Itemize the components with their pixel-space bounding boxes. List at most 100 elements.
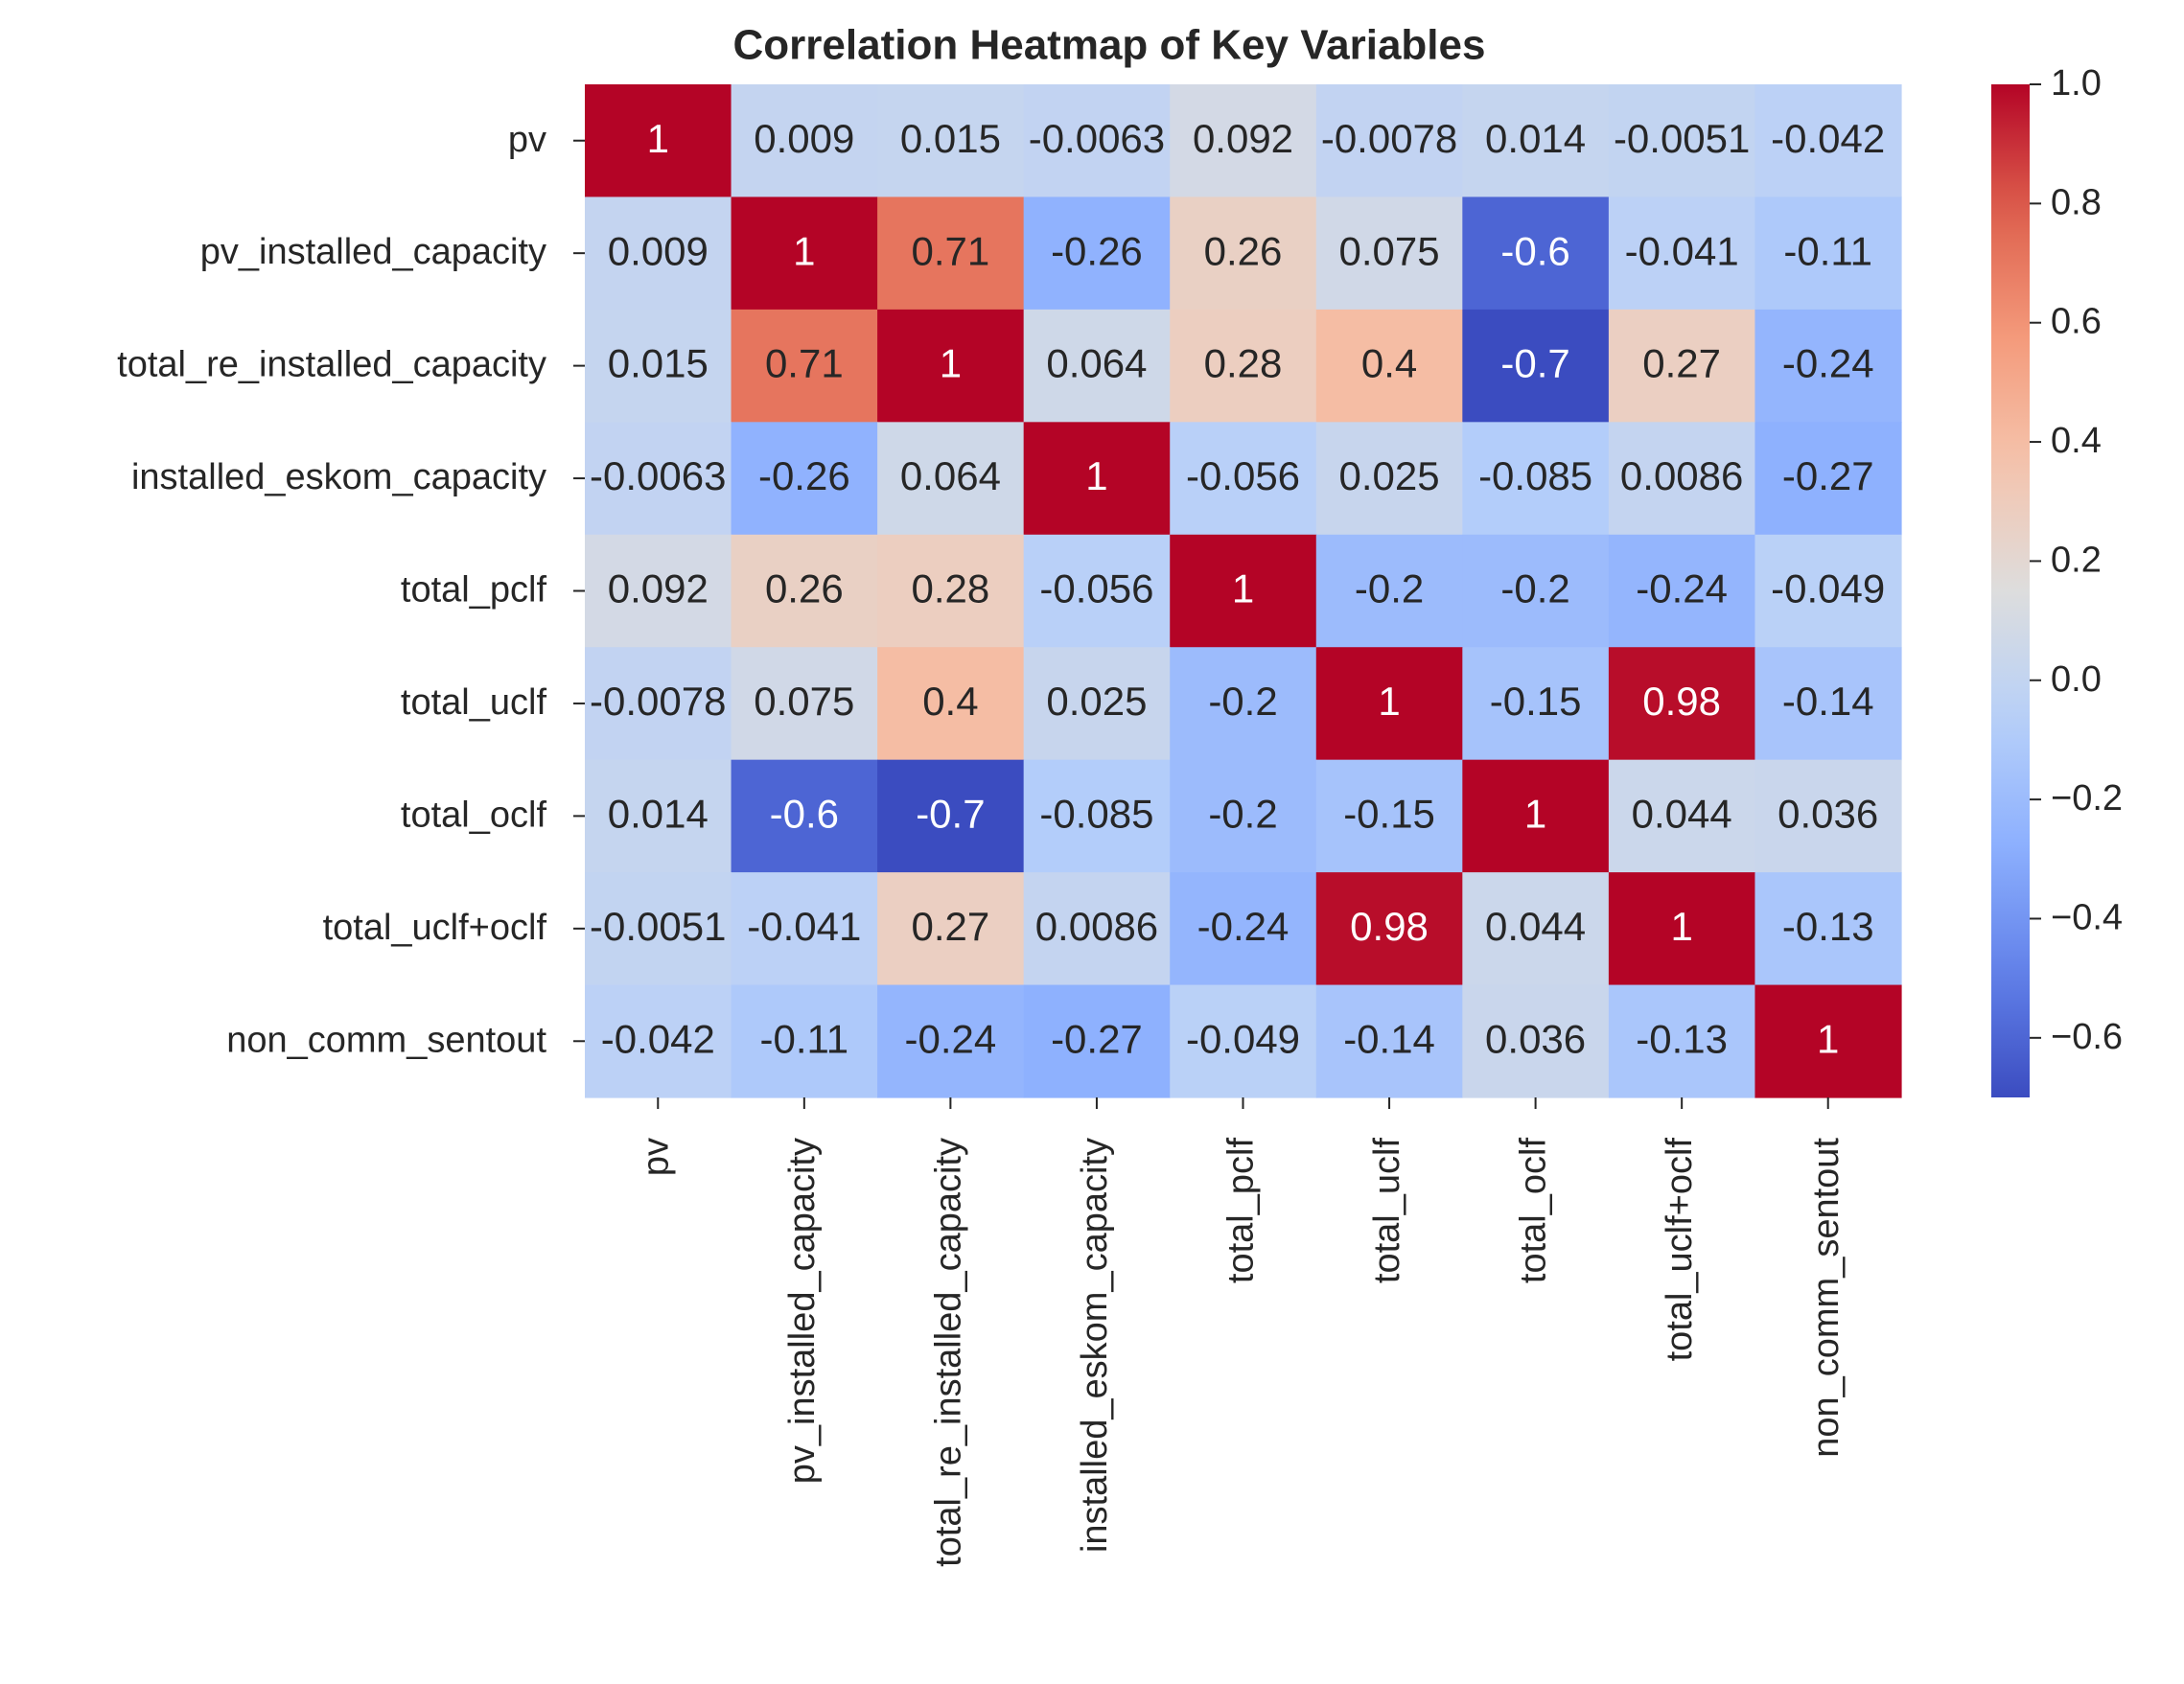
- heatmap-cell: [1315, 422, 1463, 536]
- cell-value-label: 0.0086: [1620, 453, 1743, 498]
- heatmap-cell: [1023, 84, 1171, 198]
- cell-value-label: -0.2: [1208, 679, 1277, 724]
- cell-value-label: 1: [1524, 791, 1546, 836]
- heatmap-cell: [877, 84, 1025, 198]
- heatmap-cell: [877, 309, 1025, 423]
- cell-value-label: -0.11: [1783, 228, 1872, 273]
- y-tick-label: non_comm_sentout: [226, 1020, 546, 1060]
- cell-value-label: -0.0051: [590, 904, 726, 949]
- cell-value-label: -0.042: [601, 1016, 715, 1061]
- y-tick-label: installed_eskom_capacity: [131, 457, 546, 497]
- cell-value-label: -0.2: [1500, 566, 1569, 611]
- heatmap-cells: 1 0.009 0.015 -0.0063 0.092 -0.0078 0.014 -0.00…: [585, 84, 1902, 1098]
- y-axis-tick-labels: pv pv_installed_capacity total_re_installe…: [117, 120, 585, 1060]
- cell-value-label: -0.24: [1636, 566, 1728, 611]
- heatmap-cell: [1462, 872, 1610, 986]
- heatmap-cell: [1315, 534, 1463, 648]
- heatmap-cell: [1023, 872, 1171, 986]
- x-tick-label: total_oclf: [1514, 1138, 1554, 1284]
- heatmap-cell: [1462, 84, 1610, 198]
- cell-value-label: 1: [1378, 679, 1400, 724]
- cell-value-label: -0.056: [1039, 566, 1153, 611]
- x-tick-label: pv: [636, 1138, 676, 1176]
- heatmap-cell: [1608, 422, 1756, 536]
- cell-value-label: -0.26: [758, 453, 850, 498]
- cell-value-label: -0.26: [1051, 228, 1143, 273]
- heatmap-cell: [1462, 196, 1610, 311]
- heatmap-cell: [877, 759, 1025, 873]
- y-tick-label: total_re_installed_capacity: [117, 345, 546, 385]
- cell-value-label: -0.0078: [1321, 116, 1457, 161]
- heatmap-cell: [1462, 984, 1610, 1098]
- cell-value-label: 0.036: [1485, 1016, 1586, 1061]
- y-tick-label: total_uclf: [401, 682, 547, 723]
- cell-value-label: 1: [1670, 904, 1692, 949]
- cell-value-label: -0.041: [1625, 228, 1739, 273]
- heatmap-cell: [1315, 759, 1463, 873]
- heatmap-cell: [1023, 647, 1171, 761]
- heatmap-cell: [1608, 84, 1756, 198]
- cell-value-label: 0.009: [754, 116, 854, 161]
- heatmap-cell: [1170, 984, 1317, 1098]
- cell-value-label: 0.075: [1339, 228, 1440, 273]
- heatmap-cell: [1754, 422, 1902, 536]
- colorbar-tick-label: 0.0: [2051, 659, 2102, 700]
- cell-value-label: 0.26: [765, 566, 844, 611]
- heatmap-cell: [1608, 872, 1756, 986]
- cell-value-label: 0.014: [608, 791, 709, 836]
- heatmap-cell: [1754, 534, 1902, 648]
- cell-value-label: -0.085: [1478, 453, 1592, 498]
- cell-value-label: 0.064: [1046, 341, 1147, 386]
- cell-value-label: 1: [1232, 566, 1254, 611]
- cell-value-label: 0.98: [1642, 679, 1721, 724]
- cell-value-label: -0.15: [1490, 679, 1582, 724]
- heatmap-cell: [877, 196, 1025, 311]
- cell-value-label: 0.092: [1193, 116, 1293, 161]
- colorbar-tick-label: 0.8: [2051, 182, 2102, 222]
- x-axis-tick-labels: pv pv_installed_capacity total_re_installe…: [636, 1097, 1847, 1567]
- cell-value-label: -0.2: [1208, 791, 1277, 836]
- heatmap-cell: [1170, 309, 1317, 423]
- heatmap-cell: [1608, 534, 1756, 648]
- heatmap-cell: [1315, 84, 1463, 198]
- cell-value-label: -0.24: [1782, 341, 1874, 386]
- heatmap-cell: [1023, 309, 1171, 423]
- heatmap-cell: [1023, 196, 1171, 311]
- cell-value-label: -0.0078: [590, 679, 726, 724]
- heatmap-cell: [1754, 309, 1902, 423]
- heatmap-cell: [1462, 647, 1610, 761]
- heatmap-cell: [585, 534, 732, 648]
- y-tick-label: pv: [508, 120, 546, 160]
- cell-value-label: 0.014: [1485, 116, 1586, 161]
- heatmap-cell: [585, 872, 732, 986]
- cell-value-label: -0.0063: [1029, 116, 1165, 161]
- y-tick-label: total_pclf: [401, 570, 547, 611]
- heatmap-cell: [1023, 984, 1171, 1098]
- heatmap-cell: [1170, 534, 1317, 648]
- heatmap-cell: [1315, 872, 1463, 986]
- cell-value-label: 1: [1817, 1016, 1839, 1061]
- colorbar-tick-label: −0.6: [2051, 1017, 2123, 1057]
- heatmap-cell: [1754, 759, 1902, 873]
- heatmap-cell: [877, 872, 1025, 986]
- cell-value-label: -0.049: [1771, 566, 1885, 611]
- cell-value-label: -0.041: [747, 904, 861, 949]
- cell-value-label: 0.015: [608, 341, 709, 386]
- heatmap-cell: [1170, 872, 1317, 986]
- cell-value-label: 0.27: [912, 904, 990, 949]
- x-tick-label: non_comm_sentout: [1806, 1138, 1847, 1458]
- cell-value-label: -0.24: [1197, 904, 1289, 949]
- cell-value-label: 0.4: [922, 679, 978, 724]
- heatmap-cell: [1462, 759, 1610, 873]
- heatmap-cell: [731, 84, 878, 198]
- cell-value-label: 1: [647, 116, 669, 161]
- cell-value-label: -0.6: [770, 791, 839, 836]
- heatmap-cell: [585, 984, 732, 1098]
- heatmap-cell: [731, 534, 878, 648]
- cell-value-label: -0.13: [1782, 904, 1874, 949]
- heatmap-cell: [877, 422, 1025, 536]
- heatmap-cell: [731, 647, 878, 761]
- cell-value-label: 0.28: [1204, 341, 1283, 386]
- cell-value-label: -0.14: [1782, 679, 1874, 724]
